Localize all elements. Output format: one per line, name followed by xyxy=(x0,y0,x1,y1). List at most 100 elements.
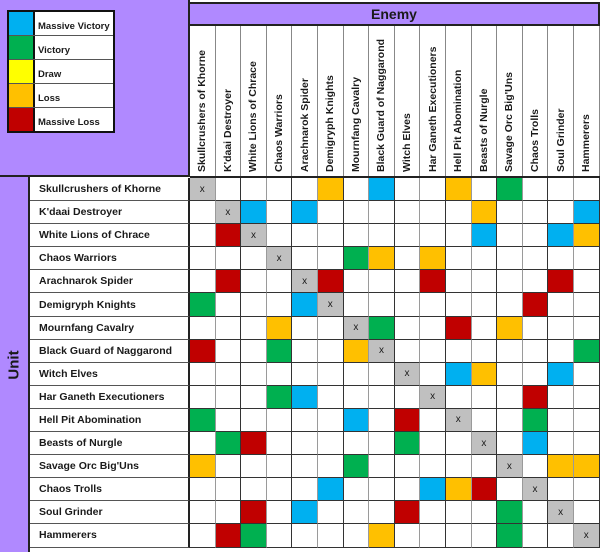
matchup-cell xyxy=(317,524,344,548)
matchup-cell xyxy=(369,201,395,225)
matchup-cell xyxy=(369,293,395,317)
matchup-cell xyxy=(241,432,267,456)
matchup-cell xyxy=(394,501,421,525)
matchup-cell xyxy=(394,293,421,317)
matchup-cell: x xyxy=(394,362,421,386)
matchup-cell xyxy=(241,501,267,525)
matchup-cell xyxy=(343,339,370,363)
column-header: K'daai Destroyer xyxy=(216,26,242,176)
matchup-cell xyxy=(497,478,523,502)
matchup-cell xyxy=(471,455,498,479)
matchup-cell xyxy=(369,432,395,456)
matchup-cell xyxy=(394,178,421,202)
matchup-cell xyxy=(215,293,242,317)
matchup-cell xyxy=(394,455,421,479)
matchup-cell xyxy=(317,270,344,294)
row-header: Chaos Warriors xyxy=(30,247,190,271)
legend-label: Massive Victory xyxy=(38,21,110,32)
matchup-cell xyxy=(266,316,293,340)
matchup-cell xyxy=(548,455,574,479)
matchup-cell xyxy=(573,339,600,363)
matchup-cell xyxy=(548,478,574,502)
unit-label: Unit xyxy=(5,349,23,380)
matchup-cell xyxy=(266,362,293,386)
matchup-cell xyxy=(394,408,421,433)
matchup-cell xyxy=(266,432,293,456)
matchup-cell: x xyxy=(266,247,293,271)
matchup-cell: x xyxy=(445,408,472,433)
matchup-cell xyxy=(190,501,216,525)
matchup-cell xyxy=(241,247,267,271)
matchup-cell xyxy=(292,432,318,456)
matchup-cell xyxy=(215,178,242,202)
matchup-cell xyxy=(343,501,370,525)
matchup-cell xyxy=(548,316,574,340)
matchup-cell xyxy=(548,385,574,409)
matchup-cell xyxy=(471,247,498,271)
matchup-cell xyxy=(369,408,395,433)
matchup-cell xyxy=(497,524,523,548)
matchup-cell xyxy=(573,408,600,433)
matchup-cell xyxy=(420,293,446,317)
matchup-cell xyxy=(522,432,549,456)
matchup-cell xyxy=(190,524,216,548)
matchup-cell xyxy=(420,524,446,548)
legend-swatch xyxy=(9,60,35,83)
matchup-cell xyxy=(190,478,216,502)
matchup-cell xyxy=(215,362,242,386)
matchup-cell xyxy=(445,178,472,202)
matchup-cell xyxy=(369,270,395,294)
matchup-cell xyxy=(522,362,549,386)
matchup-cell xyxy=(394,339,421,363)
matchup-cell xyxy=(445,293,472,317)
matchup-cell xyxy=(394,316,421,340)
matchup-cell xyxy=(573,432,600,456)
matchup-cell xyxy=(343,362,370,386)
legend: Massive Victory Victory Draw Loss Massive Lo… xyxy=(7,10,115,133)
matchup-cell xyxy=(522,178,549,202)
matchup-cell xyxy=(522,385,549,409)
matchup-cell: x xyxy=(292,270,318,294)
matchup-cell xyxy=(343,247,370,271)
matchup-cell xyxy=(215,408,242,433)
matchup-cell xyxy=(573,385,600,409)
row-header: Savage Orc Big'Uns xyxy=(30,455,190,479)
matchup-cell xyxy=(394,247,421,271)
matchup-cell xyxy=(190,247,216,271)
matchup-cell xyxy=(471,293,498,317)
grid-row: x xyxy=(190,432,600,456)
matchup-cell xyxy=(215,316,242,340)
matchup-cell xyxy=(445,362,472,386)
column-header: Chaos Warriors xyxy=(267,26,293,176)
matchup-cell xyxy=(497,270,523,294)
legend-item: Massive Loss xyxy=(9,108,113,131)
column-header: Black Guard of Naggarond xyxy=(369,26,395,176)
matchup-cell xyxy=(471,316,498,340)
matchup-cell xyxy=(548,524,574,548)
column-header: Soul Grinder xyxy=(548,26,574,176)
row-header: White Lions of Chrace xyxy=(30,224,190,248)
matchup-cell xyxy=(190,385,216,409)
row-header: Witch Elves xyxy=(30,362,190,386)
column-headers: Skullcrushers of Khorne K'daai Destroyer W… xyxy=(190,26,600,178)
matchup-cell xyxy=(394,524,421,548)
matchup-cell: x xyxy=(420,385,446,409)
legend-swatch xyxy=(9,84,35,107)
matchup-cell xyxy=(445,339,472,363)
matchup-cell xyxy=(317,316,344,340)
matchup-cell xyxy=(369,501,395,525)
matchup-cell xyxy=(420,455,446,479)
row-header: Mournfang Cavalry xyxy=(30,316,190,340)
matchup-cell: x xyxy=(548,501,574,525)
matchup-cell xyxy=(343,432,370,456)
matchup-cell xyxy=(317,201,344,225)
column-header: Beasts of Nurgle xyxy=(472,26,498,176)
legend-label: Massive Loss xyxy=(38,117,100,128)
matchup-cell xyxy=(317,478,344,502)
matchup-cell xyxy=(497,293,523,317)
grid-row: x xyxy=(190,293,600,317)
column-header: Har Ganeth Executioners xyxy=(420,26,446,176)
column-header: Skullcrushers of Khorne xyxy=(190,26,216,176)
grid-row: x xyxy=(190,478,600,502)
matchup-cell xyxy=(548,362,574,386)
